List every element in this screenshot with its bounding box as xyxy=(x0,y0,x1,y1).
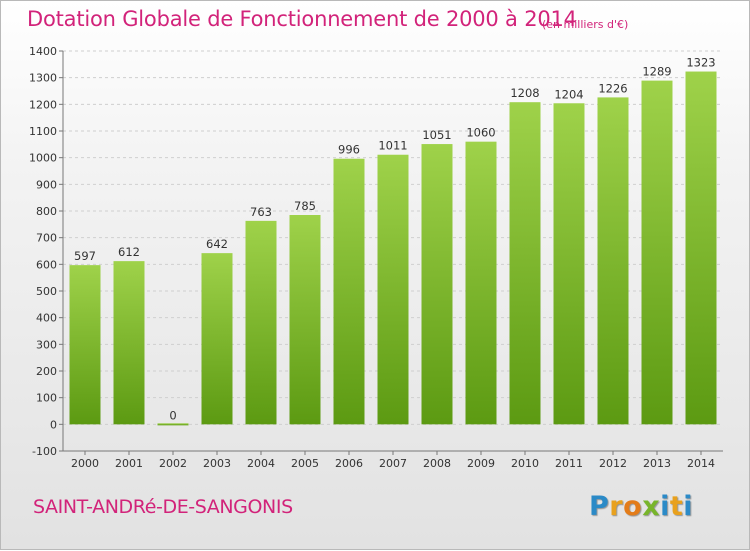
data-label: 785 xyxy=(294,199,316,213)
x-tick-label: 2009 xyxy=(467,457,495,470)
y-tick-label: -100 xyxy=(32,445,57,458)
bar-2010 xyxy=(509,102,541,425)
y-tick-label: 400 xyxy=(36,312,57,325)
data-label: 1060 xyxy=(466,126,495,140)
data-label: 0 xyxy=(169,408,176,422)
data-label: 612 xyxy=(118,245,140,259)
data-label: 642 xyxy=(206,237,228,251)
x-tick-label: 2005 xyxy=(291,457,319,470)
bar-2005 xyxy=(289,215,321,425)
commune-name: SAINT-ANDRé-DE-SANGONIS xyxy=(33,496,293,518)
y-tick-labels: -100 0 100 200 300 400 500 600 700 800 900 1000 1100… xyxy=(29,45,57,458)
data-label: 996 xyxy=(338,143,360,157)
y-tick-label: 200 xyxy=(36,365,57,378)
y-tick-label: 1300 xyxy=(29,72,57,85)
logo-letter: P xyxy=(589,491,610,522)
x-tick-label: 2010 xyxy=(511,457,539,470)
bar-2002 xyxy=(157,423,189,426)
x-tick-label: 2013 xyxy=(643,457,671,470)
bar-2009 xyxy=(465,141,497,425)
data-label: 1051 xyxy=(422,128,451,142)
x-tick-label: 2014 xyxy=(687,457,715,470)
bar-2014 xyxy=(685,71,717,425)
bar-2001 xyxy=(113,261,145,425)
logo-letter: t xyxy=(669,491,684,522)
x-tick-label: 2006 xyxy=(335,457,363,470)
y-tick-label: 600 xyxy=(36,258,57,271)
x-tick-label: 2007 xyxy=(379,457,407,470)
x-tick-label: 2011 xyxy=(555,457,583,470)
x-tick-label: 2003 xyxy=(203,457,231,470)
logo-letter: i xyxy=(660,491,670,522)
logo-letter: i xyxy=(683,491,694,522)
y-tick-label: 1100 xyxy=(29,125,57,138)
x-tick-labels: 2000 2001 2002 2003 2004 2005 2006 2007 2008 2009… xyxy=(71,451,715,470)
y-tick-label: 100 xyxy=(36,392,57,405)
bar-2000 xyxy=(69,265,101,425)
logo-letter: r xyxy=(609,491,624,522)
bar-2006 xyxy=(333,158,365,425)
y-tick-label: 1200 xyxy=(29,98,57,111)
x-tick-label: 2012 xyxy=(599,457,627,470)
data-label: 763 xyxy=(250,205,272,219)
bar-2004 xyxy=(245,220,277,425)
chart-subtitle: (en milliers d'€) xyxy=(542,18,629,31)
bars xyxy=(69,71,717,426)
data-label: 1204 xyxy=(554,87,583,101)
y-tick-label: 300 xyxy=(36,338,57,351)
bar-2013 xyxy=(641,80,673,425)
y-tick-label: 0 xyxy=(50,418,57,431)
chart-title: Dotation Globale de Fonctionnement de 20… xyxy=(27,7,577,31)
data-label: 1323 xyxy=(686,56,715,70)
y-tick-label: 500 xyxy=(36,285,57,298)
data-label: 597 xyxy=(74,249,96,263)
bar-2008 xyxy=(421,144,453,425)
data-label: 1226 xyxy=(598,81,627,95)
y-tick-label: 1000 xyxy=(29,152,57,165)
logo-letter: o xyxy=(623,491,643,522)
data-labels: 597 612 0 642 763 785 996 1011 1051 1060 1208 1204 1… xyxy=(74,56,716,423)
data-label: 1289 xyxy=(642,65,671,79)
proxiti-logo[interactable]: Proxiti xyxy=(589,491,693,522)
y-tick-label: 800 xyxy=(36,205,57,218)
bar-2007 xyxy=(377,154,409,425)
x-tick-label: 2000 xyxy=(71,457,99,470)
y-tick-label: 1400 xyxy=(29,45,57,58)
logo-letter: x xyxy=(642,491,661,522)
data-label: 1208 xyxy=(510,86,539,100)
x-tick-label: 2004 xyxy=(247,457,275,470)
x-tick-label: 2002 xyxy=(159,457,187,470)
x-tick-label: 2001 xyxy=(115,457,143,470)
y-tick-label: 900 xyxy=(36,178,57,191)
y-tick-label: 700 xyxy=(36,232,57,245)
data-label: 1011 xyxy=(378,139,407,153)
x-tick-label: 2008 xyxy=(423,457,451,470)
bar-2012 xyxy=(597,97,629,425)
bar-2011 xyxy=(553,103,585,425)
bar-2003 xyxy=(201,253,233,425)
